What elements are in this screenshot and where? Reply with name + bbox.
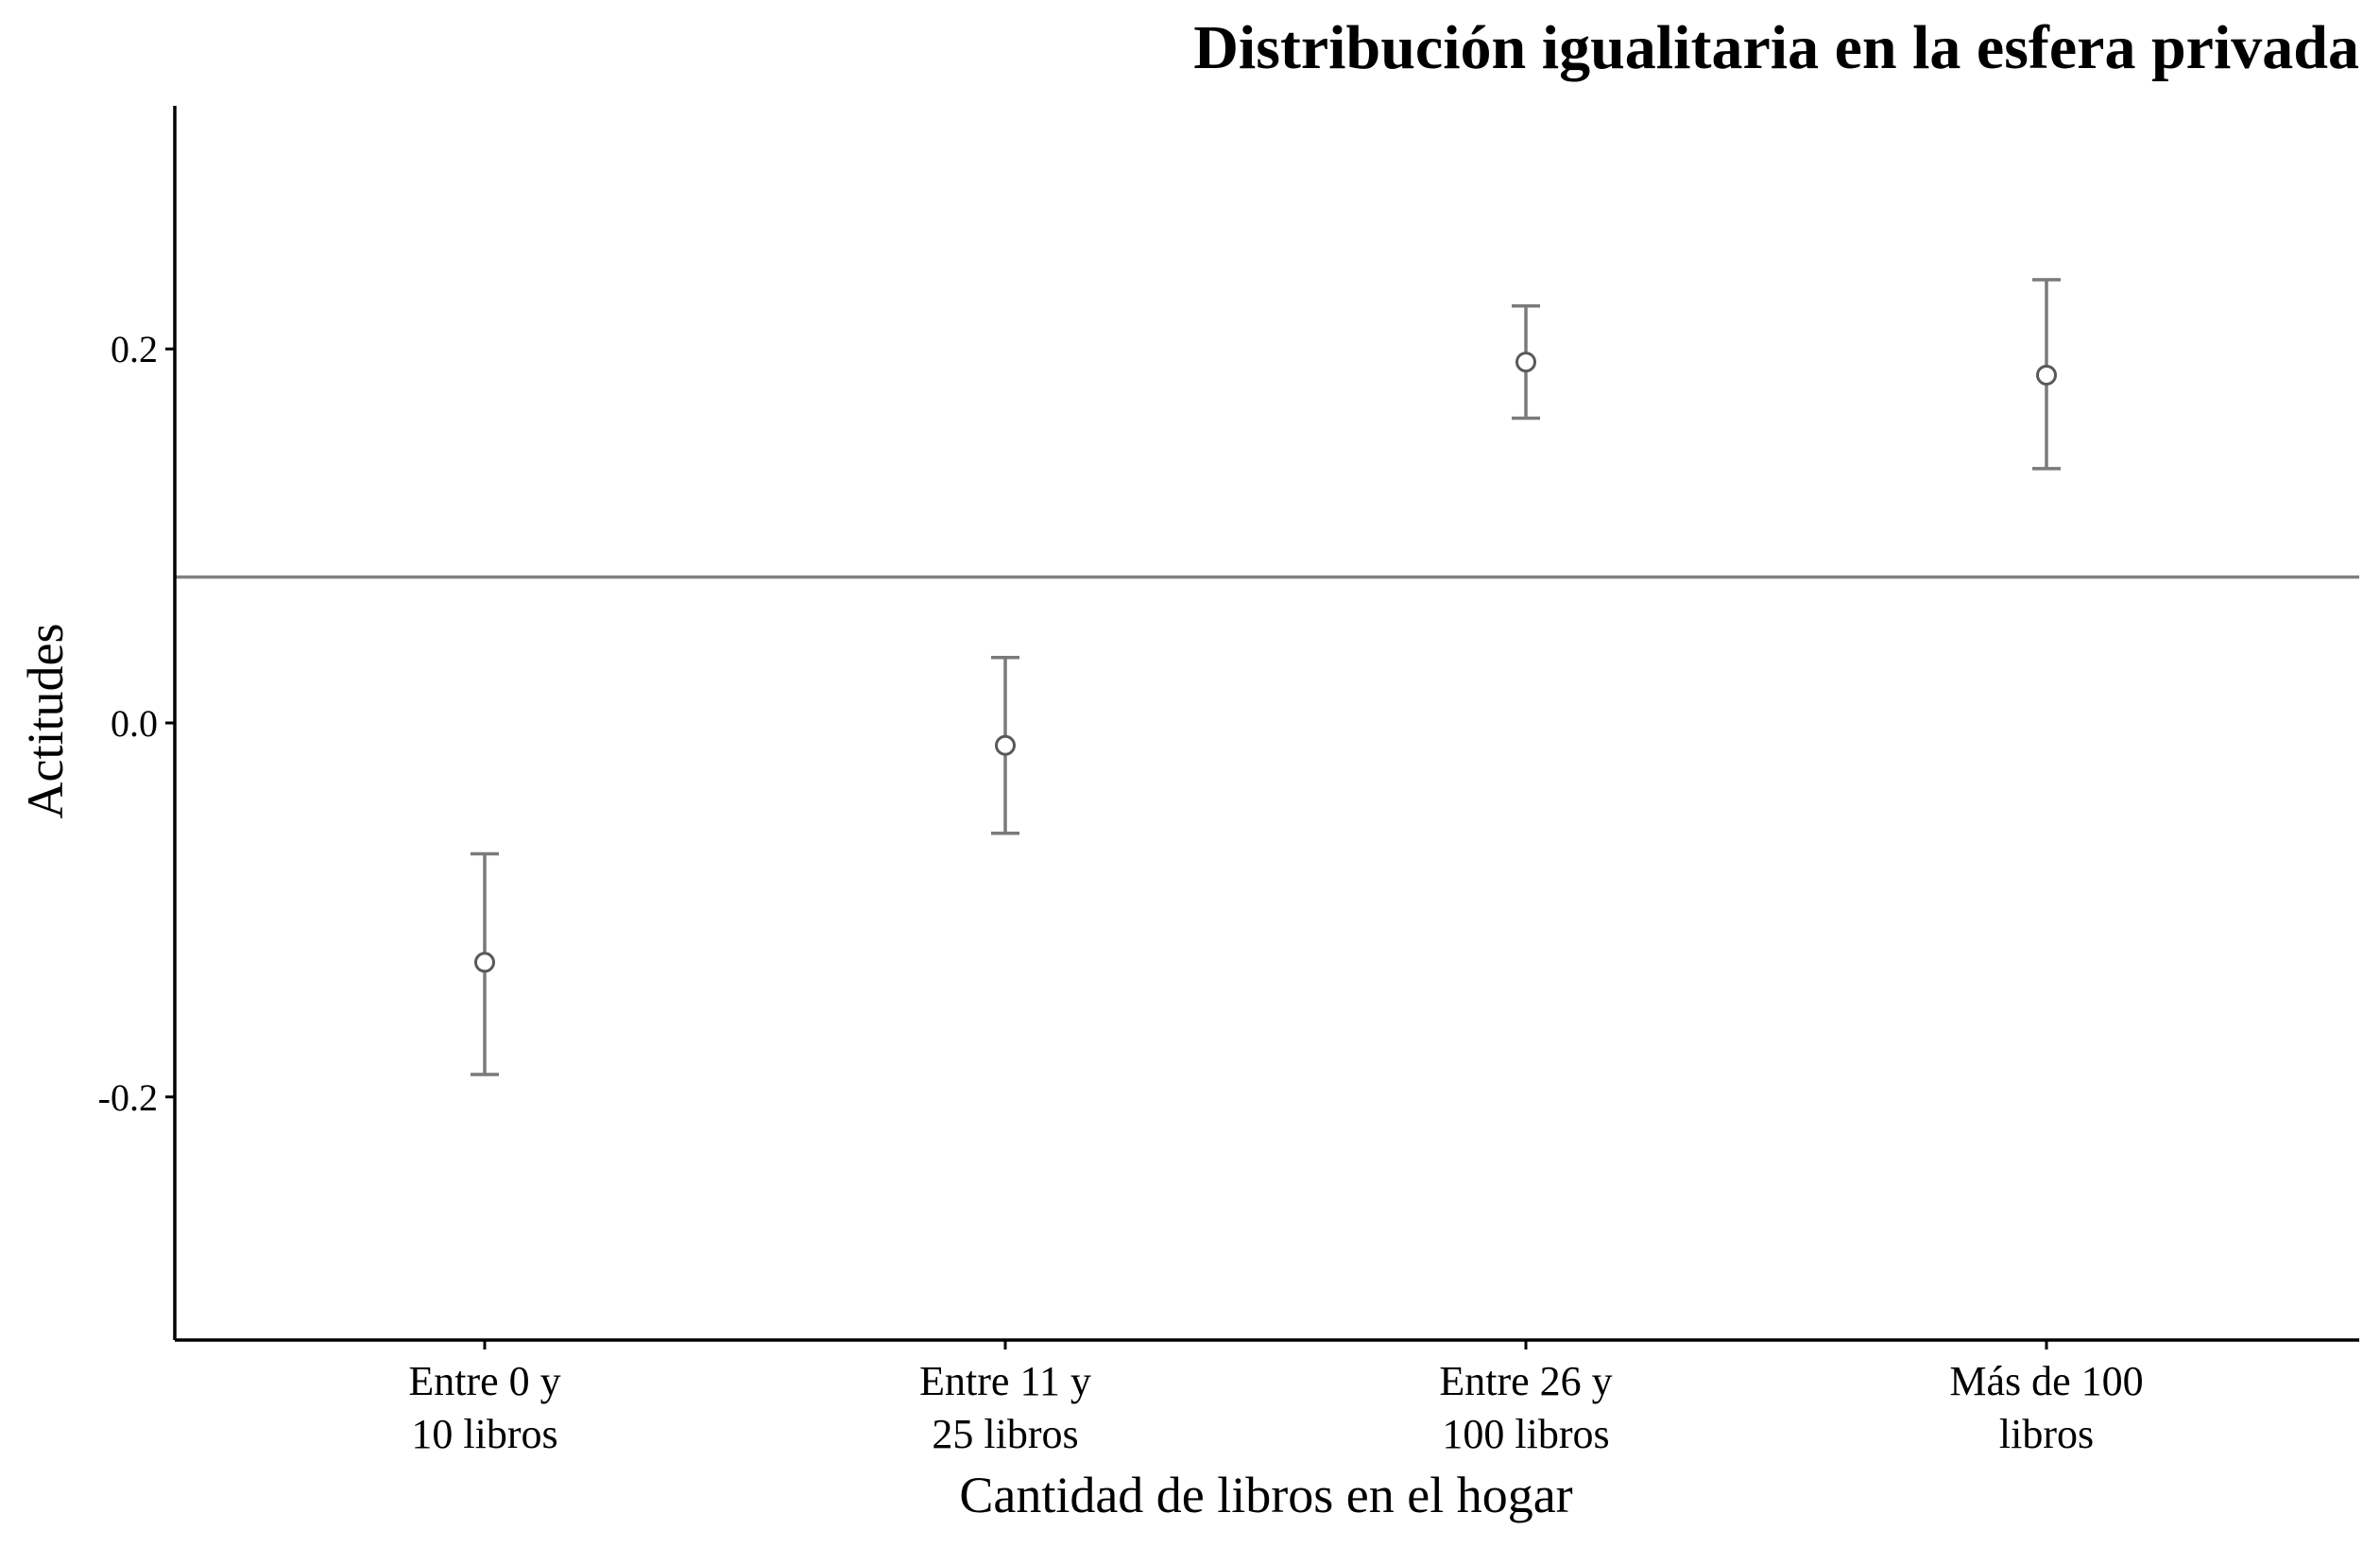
x-tick-label-line: 10 libros [411, 1411, 557, 1457]
x-tick-label-line: Entre 11 y [919, 1358, 1091, 1404]
x-tick-label: Más de 100 libros [1949, 1358, 2143, 1457]
plot-area: -0.2 0.0 0.2 Entre 0 y 10 libros Entre 11 y 2… [98, 106, 2359, 1457]
point-estimate [1515, 352, 1536, 373]
x-tick-label-line: Entre 26 y [1439, 1358, 1612, 1404]
chart-title: Distribución igualitaria en la esfera pr… [1193, 13, 2359, 82]
x-tick-label-line: 100 libros [1442, 1411, 1609, 1457]
y-axis-label: Actitudes [17, 624, 74, 819]
error-bar [2032, 278, 2061, 471]
point-estimate [2036, 364, 2057, 386]
error-bar [1512, 303, 1540, 421]
point-estimate [995, 734, 1016, 756]
x-tick-label: Entre 11 y 25 libros [919, 1358, 1091, 1457]
x-axis-label: Cantidad de libros en el hogar [959, 1467, 1572, 1523]
data-marks [471, 278, 2061, 1076]
point-estimate [474, 952, 495, 973]
x-tick-label-line: 25 libros [932, 1411, 1078, 1457]
x-tick-label-line: Más de 100 [1949, 1358, 2143, 1404]
error-bar [991, 655, 1019, 835]
x-tick-label: Entre 0 y 10 libros [408, 1358, 560, 1457]
y-tick-label: 0.0 [111, 702, 158, 745]
y-tick-label: -0.2 [98, 1076, 158, 1119]
x-tick-label-line: libros [1999, 1411, 2094, 1457]
x-tick-label: Entre 26 y 100 libros [1439, 1358, 1612, 1457]
y-axis-ticks: -0.2 0.0 0.2 [98, 328, 175, 1119]
error-bar [471, 851, 499, 1076]
x-tick-label-line: Entre 0 y [408, 1358, 560, 1404]
y-tick-label: 0.2 [111, 328, 158, 370]
